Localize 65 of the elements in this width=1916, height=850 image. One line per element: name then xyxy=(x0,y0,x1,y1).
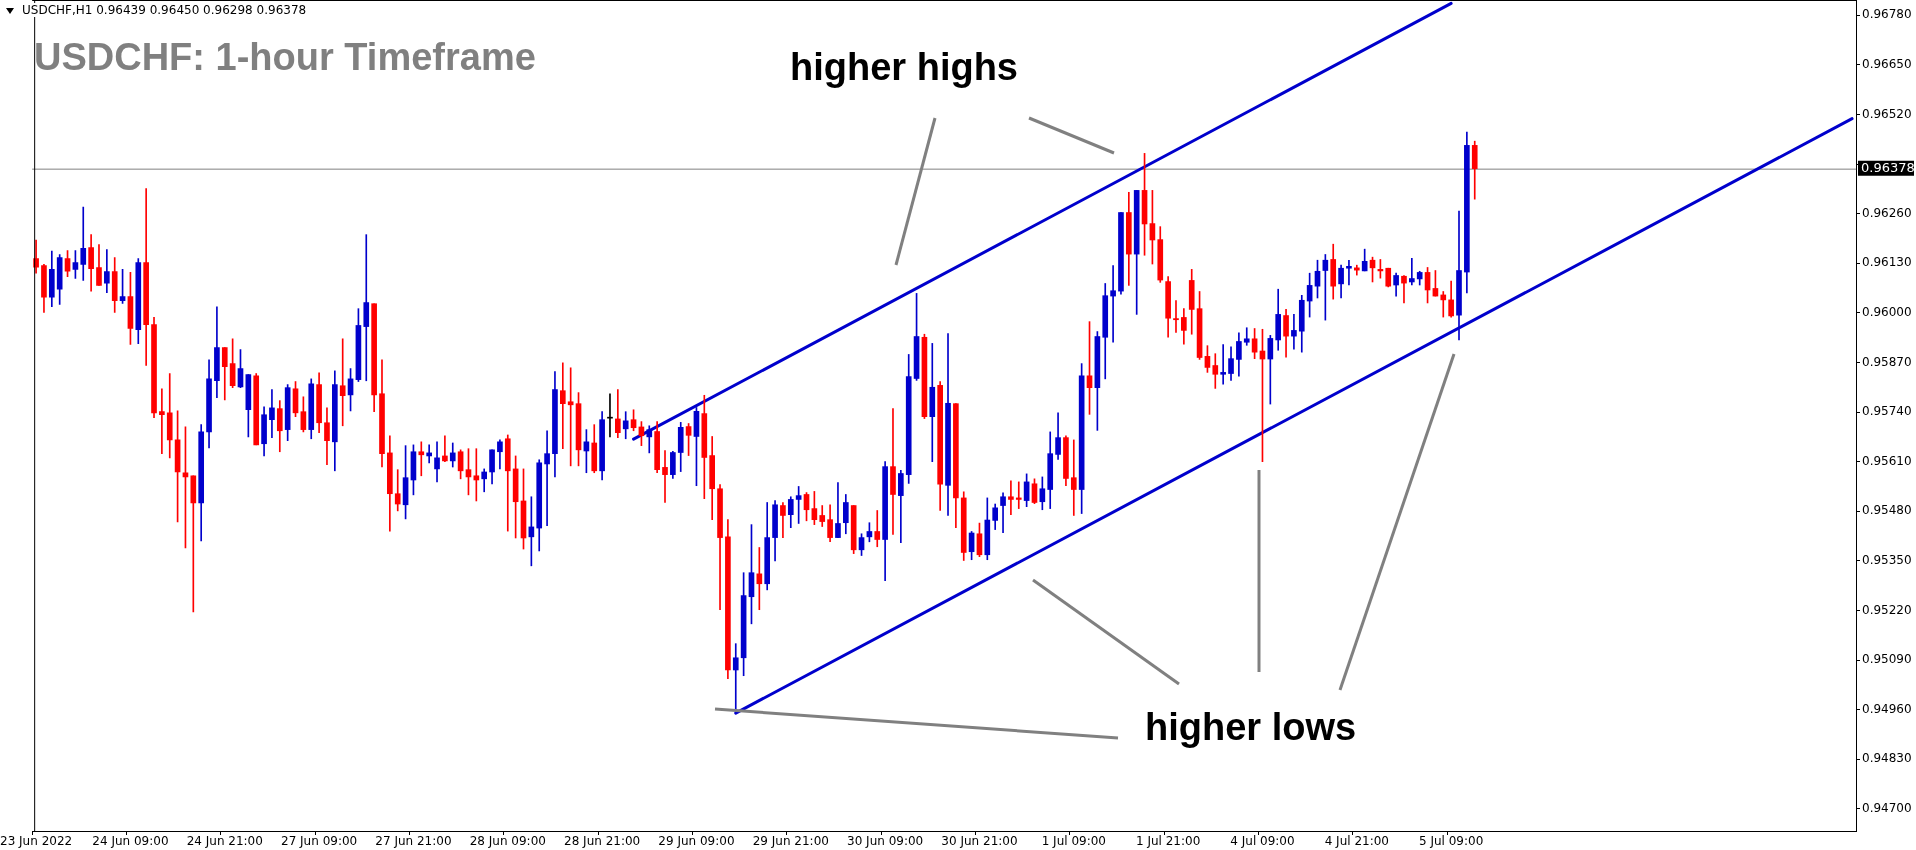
candlestick xyxy=(890,408,896,535)
y-tick-label: 0.96130 xyxy=(1862,255,1912,270)
candlestick xyxy=(874,510,881,548)
y-tick-label: 0.95610 xyxy=(1862,453,1912,468)
x-tick-label: 24 Jun 09:00 xyxy=(92,834,169,849)
candlestick xyxy=(269,389,275,438)
y-tick-label: 0.96000 xyxy=(1862,304,1912,319)
x-tick-label: 29 Jun 09:00 xyxy=(658,834,735,849)
annotation: higher highs xyxy=(790,46,1018,89)
candlestick xyxy=(1173,300,1179,333)
ref-line-label: 0.96378 xyxy=(1861,160,1915,176)
candlestick xyxy=(607,393,613,438)
y-tick-label: 0.96520 xyxy=(1862,106,1912,121)
candlestick xyxy=(159,388,165,454)
candlestick xyxy=(394,469,401,512)
x-tick-label: 27 Jun 09:00 xyxy=(280,834,358,849)
x-tick-label: 24 Jun 21:00 xyxy=(186,834,263,849)
x-tick-label: 4 Jul 21:00 xyxy=(1324,834,1389,849)
x-tick-label: 29 Jun 21:00 xyxy=(752,834,829,849)
y-tick-label: 0.96650 xyxy=(1862,56,1912,71)
x-tick-label: 23 Jun 2022 xyxy=(0,834,73,849)
x-tick-label: 4 Jul 09:00 xyxy=(1230,834,1295,849)
candlestick xyxy=(1110,265,1116,343)
candlestick xyxy=(544,430,550,527)
x-tick-label: 30 Jun 21:00 xyxy=(941,834,1018,849)
x-tick-label: 5 Jul 09:00 xyxy=(1418,834,1484,849)
x-tick-label: 28 Jun 21:00 xyxy=(563,834,641,849)
annotation: higher lows xyxy=(1145,706,1357,749)
candlestick xyxy=(1000,492,1006,533)
candlestick xyxy=(190,475,197,613)
y-tick-label: 0.96780 xyxy=(1862,7,1912,22)
candlestick xyxy=(1243,327,1250,346)
x-tick-label: 30 Jun 09:00 xyxy=(847,834,924,849)
x-tick-label: 28 Jun 09:00 xyxy=(469,834,546,849)
y-tick-label: 0.95350 xyxy=(1862,552,1912,567)
y-tick-label: 0.94960 xyxy=(1862,701,1912,716)
candlestick xyxy=(1015,481,1022,509)
y-tick-label: 0.96260 xyxy=(1862,205,1912,220)
candlestick xyxy=(1409,257,1415,286)
y-tick-label: 0.94830 xyxy=(1862,751,1912,766)
candlestick xyxy=(339,338,346,427)
text: USDCHF: 1-hour Timeframe xyxy=(34,36,536,79)
candlestick xyxy=(363,234,370,382)
candlestick xyxy=(929,343,936,462)
y-tick-label: 0.95740 xyxy=(1862,404,1912,419)
candlestick xyxy=(662,450,668,503)
chart-subtitle: USDCHF,H1 0.96439 0.96450 0.96298 0.96378 xyxy=(20,3,309,17)
candlestick xyxy=(1008,480,1014,516)
y-tick-label: 0.95090 xyxy=(1862,652,1912,667)
y-tick-label: 0.95870 xyxy=(1862,354,1912,369)
candlestick xyxy=(559,362,566,450)
candlestick xyxy=(418,441,425,477)
candlestick xyxy=(442,435,448,462)
candlestick xyxy=(1291,314,1297,350)
candlestick xyxy=(1440,291,1447,318)
x-tick-label: 1 Jul 21:00 xyxy=(1135,834,1201,849)
x-tick-label: 27 Jun 21:00 xyxy=(375,834,452,849)
x-tick-label: 1 Jul 09:00 xyxy=(1041,834,1106,849)
y-tick-label: 0.94700 xyxy=(1862,801,1912,815)
candlestick xyxy=(80,206,87,281)
candlestick xyxy=(1220,344,1226,385)
candlestick xyxy=(1070,439,1077,516)
y-tick-label: 0.95480 xyxy=(1862,503,1912,518)
candlestick xyxy=(1346,259,1352,286)
y-tick-label: 0.95220 xyxy=(1862,602,1912,617)
